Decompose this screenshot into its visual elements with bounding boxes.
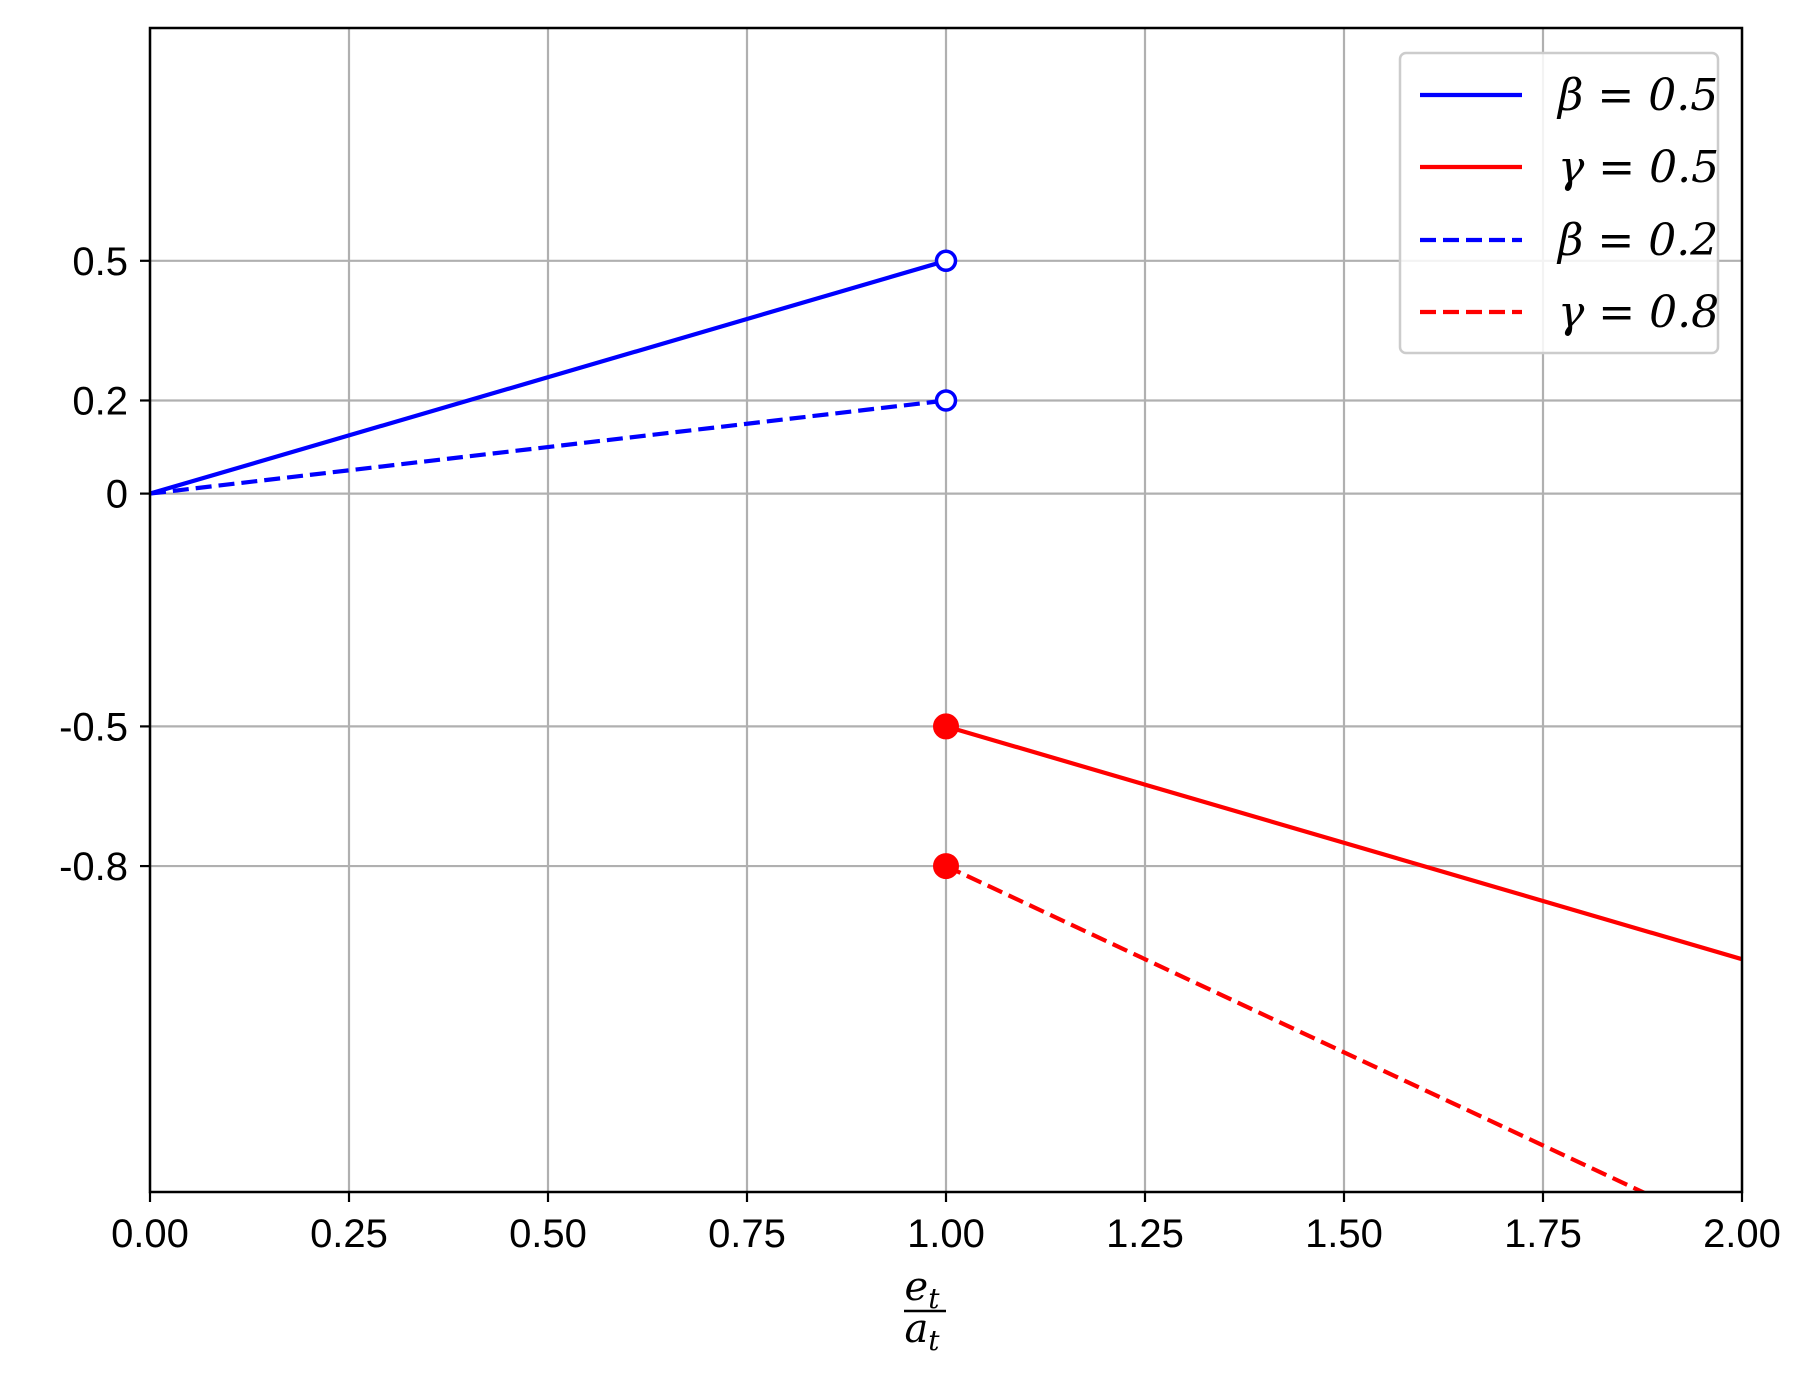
legend-box [1398,51,1720,355]
x-tick-label: 0.00 [111,1212,189,1256]
series-line [945,864,1648,1192]
marker-layer [933,249,959,880]
x-tick-label: 2.00 [1703,1212,1781,1256]
series-line [945,724,1742,962]
legend-label: γ = 0.5 [1558,142,1719,193]
series-layer [150,258,1742,1192]
x-axis-label: et at [904,1264,946,1357]
x-axis-label-numerator: et [905,1264,941,1315]
x-tick-label: 1.75 [1504,1212,1582,1256]
series-line [150,398,947,496]
x-axis-label-numerator-sub: t [928,1282,940,1315]
x-tick-label: 1.00 [907,1212,985,1256]
x-tick-label: 0.25 [310,1212,388,1256]
series-point [933,713,959,740]
x-axis-label-denominator-main: a [904,1306,928,1352]
x-tick-label: 1.50 [1305,1212,1383,1256]
y-tick-label: -0.8 [59,845,128,889]
series-point [934,249,958,273]
x-tick-label: 0.50 [509,1212,587,1256]
legend-label: β = 0.5 [1556,70,1718,121]
x-axis-label-denominator: at [904,1306,940,1357]
series-line [150,258,947,496]
x-axis-label-numerator-main: e [905,1264,929,1310]
x-axis-ticks: 0.00 0.25 0.50 0.75 1.00 1.25 1.50 1.75 2.00 [111,1192,1781,1256]
y-tick-label: 0 [106,473,128,517]
y-tick-label: -0.5 [59,705,128,749]
x-tick-label: 0.75 [708,1212,786,1256]
series-point [934,389,958,412]
y-axis-ticks: 0.5 0.2 0 -0.5 -0.8 [59,240,150,889]
legend-label: γ = 0.8 [1558,287,1719,338]
x-axis-label-denominator-sub: t [928,1324,940,1357]
legend-label: β = 0.2 [1556,215,1718,266]
y-tick-label: 0.5 [72,240,128,284]
series-point [933,853,959,880]
legend: β = 0.5 γ = 0.5 β = 0.2 γ = 0.8 [1398,51,1720,355]
y-tick-label: 0.2 [72,379,128,423]
x-tick-label: 1.25 [1106,1212,1184,1256]
